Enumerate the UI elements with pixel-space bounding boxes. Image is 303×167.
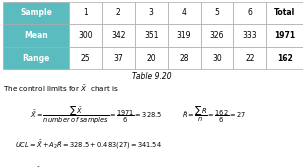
Text: 3: 3 xyxy=(149,9,154,17)
Bar xyxy=(234,47,266,69)
Bar xyxy=(69,47,102,69)
Bar xyxy=(135,2,168,24)
Bar xyxy=(168,24,201,47)
Text: $UCL = \bar{\bar{X}} + A_2\bar{R} = 328.5 + 0.483(27) = 341.54$: $UCL = \bar{\bar{X}} + A_2\bar{R} = 328.… xyxy=(15,139,162,151)
Text: 1971: 1971 xyxy=(274,31,295,40)
Text: 4: 4 xyxy=(182,9,187,17)
Text: 22: 22 xyxy=(245,54,255,62)
Bar xyxy=(3,24,69,47)
Text: 319: 319 xyxy=(177,31,191,40)
Text: 162: 162 xyxy=(277,54,293,62)
Text: 351: 351 xyxy=(144,31,158,40)
Bar xyxy=(234,24,266,47)
Text: 37: 37 xyxy=(113,54,123,62)
Text: Range: Range xyxy=(22,54,50,62)
Text: Mean: Mean xyxy=(24,31,48,40)
Bar xyxy=(69,24,102,47)
Bar xyxy=(3,2,69,24)
Bar xyxy=(266,24,303,47)
Bar xyxy=(201,2,234,24)
Bar xyxy=(135,24,168,47)
Text: 30: 30 xyxy=(212,54,222,62)
Bar xyxy=(168,2,201,24)
Bar xyxy=(168,47,201,69)
Text: Total: Total xyxy=(274,9,295,17)
Text: 20: 20 xyxy=(146,54,156,62)
Bar xyxy=(201,47,234,69)
Text: 6: 6 xyxy=(248,9,252,17)
Bar xyxy=(135,47,168,69)
Bar xyxy=(102,24,135,47)
Text: Sample: Sample xyxy=(20,9,52,17)
Bar xyxy=(3,47,69,69)
Text: 2: 2 xyxy=(116,9,121,17)
Bar xyxy=(102,47,135,69)
Text: 326: 326 xyxy=(210,31,224,40)
Text: 25: 25 xyxy=(81,54,90,62)
Bar xyxy=(69,2,102,24)
Text: Table 9.20: Table 9.20 xyxy=(132,72,171,81)
Text: The control limits for $\bar{X}$  chart is: The control limits for $\bar{X}$ chart i… xyxy=(3,84,119,94)
Text: 300: 300 xyxy=(78,31,93,40)
Bar xyxy=(266,2,303,24)
Bar xyxy=(201,24,234,47)
Bar xyxy=(102,2,135,24)
Text: $\bar{R} = \dfrac{\sum R}{n} = \dfrac{162}{6} = 27$: $\bar{R} = \dfrac{\sum R}{n} = \dfrac{16… xyxy=(182,105,246,125)
Bar xyxy=(266,47,303,69)
Text: $CL \;\; = \bar{\bar{X}} = 328.5$: $CL \;\; = \bar{\bar{X}} = 328.5$ xyxy=(15,165,68,167)
Text: 333: 333 xyxy=(243,31,257,40)
Text: 342: 342 xyxy=(111,31,125,40)
Text: 5: 5 xyxy=(215,9,219,17)
Text: 28: 28 xyxy=(179,54,189,62)
Text: 1: 1 xyxy=(83,9,88,17)
Bar xyxy=(234,2,266,24)
Text: $\bar{\bar{X}} = \dfrac{\sum\bar{X}}{\mathit{number\ of\ samples}} = \dfrac{1971: $\bar{\bar{X}} = \dfrac{\sum\bar{X}}{\ma… xyxy=(30,105,162,126)
